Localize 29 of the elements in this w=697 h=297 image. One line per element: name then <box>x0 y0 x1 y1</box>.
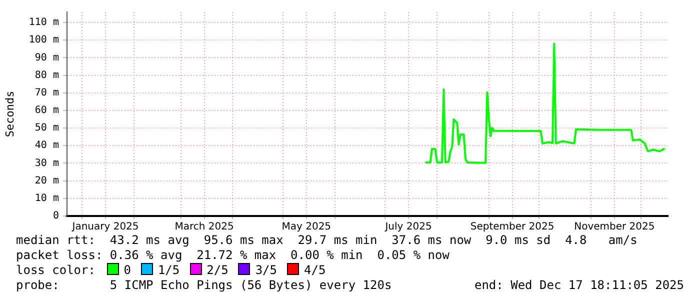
text: probe: 5 ICMP Echo Pings (56 Bytes) every 120s <box>16 278 392 292</box>
y-tick-label: 110 m <box>28 17 59 28</box>
legend-label: 1/5 <box>158 263 180 277</box>
y-tick-label: 60 m <box>34 105 59 116</box>
y-tick-label: 50 m <box>34 122 59 134</box>
legend-title: loss color: <box>16 263 96 277</box>
y-tick-label: 80 m <box>34 70 59 81</box>
x-tick-label: September 2025 <box>470 222 554 233</box>
x-tick-label: March 2025 <box>174 222 234 233</box>
y-tick-label: 40 m <box>34 140 59 152</box>
legend-label: 3/5 <box>255 263 277 277</box>
legend-label: 0 <box>124 263 131 277</box>
y-axis-title: Seconds <box>3 90 16 138</box>
y-tick-label: 10 m <box>34 193 59 204</box>
text: median rtt: 43.2 ms avg 95.6 ms max 29.7 ms min 37.6 ms now 9.0 ms sd 4.8 am/s <box>16 233 638 248</box>
x-tick-label: May 2025 <box>282 222 332 233</box>
y-tick-label: 0 <box>52 210 59 222</box>
x-tick-label: January 2025 <box>71 222 139 233</box>
text: packet loss: 0.36 % avg 21.72 % max 0.00 % min 0.05 % now <box>16 248 450 263</box>
y-tick-label: 90 m <box>34 52 59 64</box>
y-tick-label: 100 m <box>28 34 59 46</box>
legend-label: 4/5 <box>304 263 326 277</box>
legend-label: 2/5 <box>206 263 228 277</box>
text: end: Wed Dec 17 18:11:05 2025 <box>474 278 684 293</box>
y-tick-label: 20 m <box>34 175 59 186</box>
y-tick-label: 30 m <box>34 158 59 169</box>
x-tick-label: November 2025 <box>574 222 655 233</box>
y-tick-label: 70 m <box>34 87 59 98</box>
x-tick-label: July 2025 <box>384 222 432 233</box>
